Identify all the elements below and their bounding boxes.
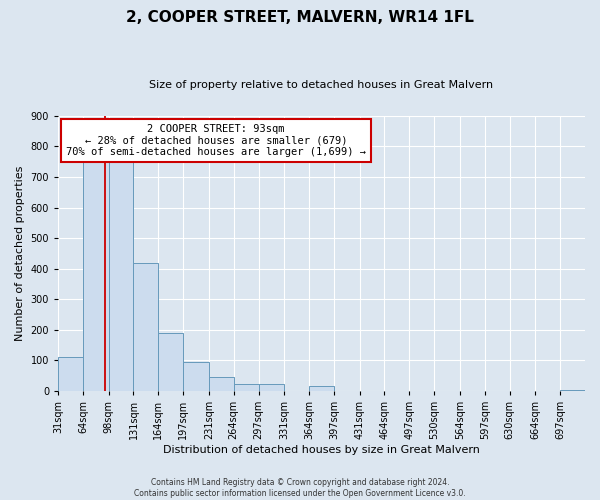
Text: Contains HM Land Registry data © Crown copyright and database right 2024.
Contai: Contains HM Land Registry data © Crown c… xyxy=(134,478,466,498)
Bar xyxy=(133,262,158,391)
Bar xyxy=(83,162,109,391)
Bar xyxy=(234,384,259,391)
Bar xyxy=(158,333,183,391)
Bar xyxy=(183,362,209,391)
Y-axis label: Number of detached properties: Number of detached properties xyxy=(15,166,25,341)
Text: 2 COOPER STREET: 93sqm
← 28% of detached houses are smaller (679)
70% of semi-de: 2 COOPER STREET: 93sqm ← 28% of detached… xyxy=(66,124,366,157)
Bar xyxy=(259,384,284,391)
Title: Size of property relative to detached houses in Great Malvern: Size of property relative to detached ho… xyxy=(149,80,494,90)
Bar xyxy=(309,386,334,391)
X-axis label: Distribution of detached houses by size in Great Malvern: Distribution of detached houses by size … xyxy=(163,445,480,455)
Bar xyxy=(209,378,234,391)
Bar xyxy=(560,390,585,391)
Bar xyxy=(109,162,133,391)
Text: 2, COOPER STREET, MALVERN, WR14 1FL: 2, COOPER STREET, MALVERN, WR14 1FL xyxy=(126,10,474,25)
Bar xyxy=(58,358,83,391)
